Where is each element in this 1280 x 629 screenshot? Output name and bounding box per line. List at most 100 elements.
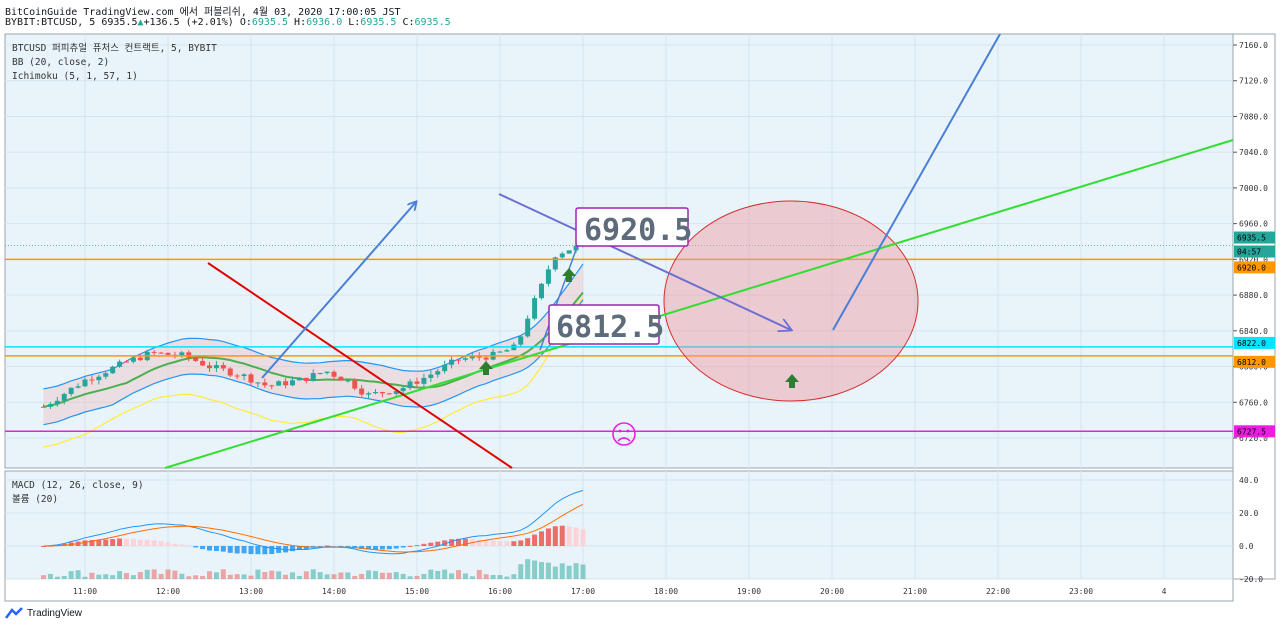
- volume-bar: [186, 576, 192, 579]
- annotation-low[interactable]: 6812.5: [548, 304, 664, 345]
- close-value: 6935.5: [414, 17, 451, 28]
- up-triangle-icon: ▲: [137, 17, 144, 28]
- candle-body: [400, 388, 406, 392]
- volume-bar: [96, 574, 102, 579]
- volume-bar: [476, 569, 482, 579]
- annotation-high[interactable]: 6920.5: [575, 207, 692, 248]
- volume-bar: [545, 562, 551, 579]
- candle-body: [296, 377, 302, 381]
- volume-bar: [234, 574, 240, 579]
- candle-body: [407, 381, 413, 389]
- candle-body: [68, 387, 74, 394]
- macd-tick-label: 40.0: [1239, 476, 1258, 485]
- target-ellipse: [663, 200, 919, 402]
- macd-histogram-bar: [414, 545, 420, 547]
- candle-body: [186, 352, 192, 358]
- macd-histogram-bar: [248, 546, 254, 555]
- candle-body: [393, 391, 399, 394]
- macd-histogram-bar: [407, 545, 413, 547]
- volume-bar: [117, 571, 123, 579]
- macd-histogram-bar: [497, 540, 503, 546]
- volume-bar: [345, 572, 351, 579]
- macd-histogram-bar: [359, 546, 365, 550]
- volume-bar: [47, 573, 53, 579]
- macd-histogram-bar: [241, 546, 247, 554]
- macd-histogram-bar: [345, 546, 351, 547]
- candle-body: [124, 361, 129, 363]
- volume-bar: [172, 570, 178, 579]
- candle-body: [303, 377, 309, 381]
- tradingview-logo[interactable]: TradingView: [5, 607, 82, 619]
- time-axis[interactable]: [4, 578, 1234, 602]
- volume-bar: [82, 576, 88, 579]
- candle-body: [227, 368, 233, 376]
- macd-histogram-bar: [525, 538, 531, 546]
- volume-bar: [276, 571, 282, 579]
- volume-bar: [386, 572, 392, 579]
- candle-body: [428, 374, 434, 378]
- macd-histogram-bar: [386, 546, 392, 550]
- volume-bar: [366, 570, 372, 579]
- volume-bar: [317, 572, 323, 579]
- ichimoku-cloud-fill: [43, 264, 583, 425]
- low-value: 6935.5: [360, 17, 397, 28]
- price-tick-label: 7160.0: [1239, 41, 1268, 50]
- macd-histogram-bar: [435, 541, 441, 546]
- volume-bar: [580, 564, 586, 579]
- candle-body: [255, 382, 261, 384]
- price-tick-label: 6760.0: [1239, 398, 1268, 407]
- candle-body: [110, 366, 116, 374]
- volume-bar: [75, 570, 81, 579]
- candle-body: [331, 371, 337, 377]
- volume-bar: [269, 570, 275, 579]
- volume-bar: [158, 573, 164, 579]
- candle-body: [269, 385, 275, 387]
- macd-histogram-bar: [552, 526, 558, 546]
- macd-histogram-bar: [207, 546, 212, 551]
- candle-body: [158, 352, 164, 354]
- macd-histogram-bar: [532, 534, 538, 546]
- volume-bar: [504, 576, 510, 579]
- macd-tick-label: 20.0: [1239, 509, 1258, 518]
- volume-bar: [552, 566, 558, 579]
- candle-body: [338, 376, 344, 381]
- macd-histogram-bar: [366, 546, 372, 550]
- volume-bar: [490, 575, 496, 579]
- volume-bar: [393, 572, 399, 579]
- candle-body: [283, 381, 289, 386]
- volume-bar: [61, 575, 67, 579]
- candle-body: [552, 257, 558, 270]
- candle-body: [462, 358, 468, 360]
- sad-face-mouth: [617, 437, 631, 442]
- candle-body: [137, 357, 143, 361]
- time-tick-label: 23:00: [1069, 587, 1093, 596]
- macd-pane[interactable]: [4, 470, 1234, 580]
- price-label-bg: [1234, 245, 1275, 258]
- macd-histogram-bar: [379, 546, 385, 550]
- candle-body: [165, 352, 171, 355]
- legend-volume: 볼륨 (20): [12, 494, 58, 505]
- macd-histogram-bar: [580, 529, 586, 546]
- candle-body: [386, 393, 392, 395]
- macd-histogram-bar: [428, 542, 434, 546]
- volume-bar: [373, 571, 378, 579]
- price-tick-label: 7040.0: [1239, 148, 1268, 157]
- main-pane[interactable]: [4, 33, 1234, 469]
- macd-histogram-bar: [41, 546, 46, 547]
- volume-bar: [352, 576, 358, 579]
- macd-histogram-bar: [456, 538, 461, 546]
- volume-bar: [462, 573, 468, 579]
- volume-bar: [483, 574, 489, 579]
- macd-histogram-bar: [103, 539, 109, 546]
- price-tick-label: 6840.0: [1239, 327, 1268, 336]
- candle-body: [179, 352, 185, 356]
- time-tick-label: 11:00: [73, 587, 97, 596]
- macd-histogram-bar: [566, 526, 572, 546]
- macd-indicator: [41, 490, 586, 579]
- candle-body: [248, 374, 254, 383]
- price-axis[interactable]: [1232, 33, 1276, 580]
- macd-histogram-bar: [303, 546, 309, 550]
- candle-body: [151, 351, 157, 353]
- volume-bar: [193, 575, 199, 579]
